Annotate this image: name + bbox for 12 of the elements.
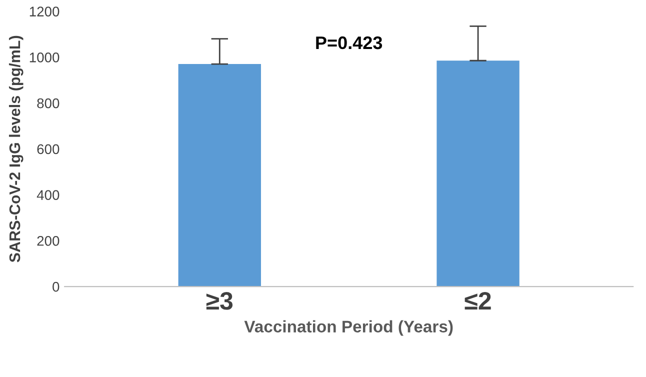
- x-tick-label: ≤2: [464, 292, 491, 310]
- y-tick-label: 800: [37, 98, 60, 108]
- y-tick-label: 600: [37, 144, 60, 154]
- annotation: P=0.423: [316, 36, 382, 50]
- y-tick-label: 400: [36, 190, 60, 200]
- y-axis-title: SARS-CoV-2 IgG levels (pg/mL): [8, 36, 24, 262]
- y-tick-label: 0: [52, 282, 60, 292]
- y-tick-label: 1000: [30, 52, 60, 62]
- y-tick-label: 200: [37, 236, 60, 246]
- x-tick-label: ≥3: [206, 292, 233, 310]
- x-axis-title: Vaccination Period (Years): [244, 320, 453, 336]
- y-tick-label: 1200: [30, 6, 60, 16]
